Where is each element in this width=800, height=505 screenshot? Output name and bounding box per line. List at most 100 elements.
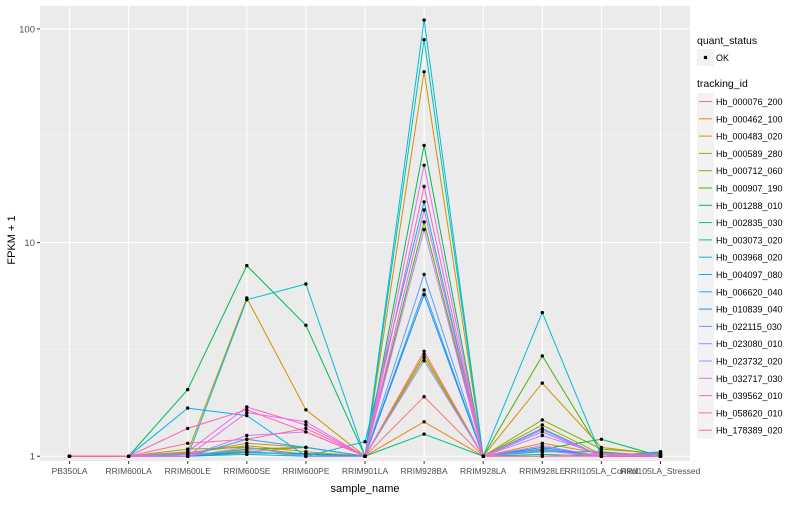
- y-tick-label: 100: [19, 24, 35, 35]
- x-tick-label: RRIM600LA: [105, 466, 152, 476]
- y-axis: 1 10 100: [19, 24, 40, 463]
- data-point: [422, 432, 426, 436]
- color-legend-label: Hb_000462_100: [716, 114, 783, 124]
- color-legend-label: Hb_058620_010: [716, 408, 783, 418]
- color-legend-label: Hb_006620_040: [716, 287, 783, 297]
- data-point: [186, 447, 190, 451]
- data-point: [245, 298, 249, 302]
- legend: quant_status tracking_id OK Hb_000076_200…: [697, 35, 783, 439]
- data-point: [540, 441, 544, 445]
- data-point: [304, 445, 308, 450]
- y-tick-label: 10: [24, 238, 35, 249]
- data-point: [422, 395, 426, 399]
- data-point: [363, 440, 367, 444]
- data-point: [304, 420, 308, 424]
- x-tick-label: PB350LA: [52, 466, 88, 476]
- color-legend-label: Hb_022115_030: [716, 322, 782, 332]
- data-point: [304, 323, 308, 327]
- color-legend-label: Hb_023080_010: [716, 339, 783, 349]
- data-point: [422, 184, 426, 189]
- x-tick-label: RRIM600PE: [282, 466, 330, 476]
- data-point: [540, 428, 544, 432]
- data-point: [540, 381, 544, 385]
- data-point: [304, 430, 308, 434]
- data-point: [186, 406, 190, 410]
- data-point: [422, 349, 426, 353]
- data-point: [422, 208, 426, 212]
- data-point: [422, 359, 426, 363]
- data-point: [481, 454, 485, 458]
- x-axis-title: sample_name: [330, 483, 399, 495]
- data-point: [304, 408, 308, 412]
- color-legend-title: tracking_id: [697, 78, 748, 90]
- x-tick-label: RRIM901LA: [342, 466, 389, 476]
- data-point: [304, 426, 308, 431]
- data-point: [245, 437, 249, 441]
- x-tick-label: RRII105LA_Stressed: [621, 466, 701, 476]
- data-point: [245, 263, 249, 268]
- y-tick-label: 1: [30, 452, 35, 463]
- data-point: [422, 18, 426, 22]
- x-tick-label: RRIM600SE: [223, 466, 271, 476]
- data-point: [422, 355, 426, 360]
- shape-legend-symbol: [703, 55, 708, 60]
- data-point: [422, 227, 426, 232]
- data-point: [304, 423, 308, 427]
- data-point: [599, 451, 604, 456]
- data-point: [245, 433, 249, 438]
- x-tick-label: RRIM928LA: [460, 466, 507, 476]
- color-legend-label: Hb_001288_010: [716, 201, 783, 211]
- data-point: [422, 288, 426, 292]
- y-axis-title: FPKM + 1: [6, 215, 18, 264]
- data-point: [245, 441, 249, 445]
- data-point: [540, 423, 544, 427]
- data-point: [599, 454, 604, 458]
- data-point: [422, 293, 426, 297]
- x-tick-label: RRIM600LE: [165, 466, 212, 476]
- data-point: [245, 405, 249, 409]
- data-point: [186, 387, 190, 392]
- data-point: [245, 413, 249, 418]
- color-legend-label: Hb_039562_010: [716, 391, 783, 401]
- data-point: [67, 454, 72, 458]
- data-point: [422, 163, 426, 167]
- data-point: [658, 450, 663, 454]
- data-point: [540, 354, 544, 358]
- color-legend-label: Hb_004097_080: [716, 270, 783, 280]
- x-tick-label: RRIM928LE: [519, 466, 566, 476]
- color-legend-label: Hb_003073_020: [716, 235, 783, 245]
- color-legend-label: Hb_000712_060: [716, 166, 783, 176]
- data-point: [422, 70, 426, 74]
- color-legend-label: Hb_023732_020: [716, 357, 783, 367]
- data-point: [422, 200, 426, 204]
- data-point: [186, 441, 190, 445]
- data-point: [245, 410, 249, 415]
- color-legend-label: Hb_000907_190: [716, 184, 783, 194]
- data-point: [540, 444, 544, 448]
- data-point: [540, 310, 544, 315]
- color-legend-label: Hb_002835_030: [716, 218, 783, 228]
- color-legend-label: Hb_003968_020: [716, 253, 783, 263]
- data-point: [540, 449, 544, 453]
- data-point: [363, 454, 367, 458]
- data-point: [422, 220, 426, 224]
- data-point: [186, 450, 190, 454]
- data-point: [186, 454, 190, 458]
- color-legend-label: Hb_010839_040: [716, 305, 783, 315]
- x-axis: PB350LA RRIM600LA RRIM600LE RRIM600SE RRIM60…: [52, 461, 701, 476]
- color-legend-label: Hb_178389_020: [716, 426, 783, 436]
- x-tick-label: RRII105LA_Control: [565, 466, 639, 476]
- data-point: [540, 433, 544, 438]
- data-point: [304, 454, 308, 458]
- data-point: [599, 447, 604, 451]
- data-point: [126, 454, 131, 458]
- data-point: [186, 426, 190, 431]
- data-point: [422, 352, 426, 356]
- data-point: [422, 38, 426, 42]
- data-point: [304, 451, 308, 456]
- data-point: [422, 420, 426, 424]
- series-points: [67, 18, 663, 458]
- color-legend-label: Hb_000483_020: [716, 132, 783, 142]
- data-point: [304, 282, 308, 286]
